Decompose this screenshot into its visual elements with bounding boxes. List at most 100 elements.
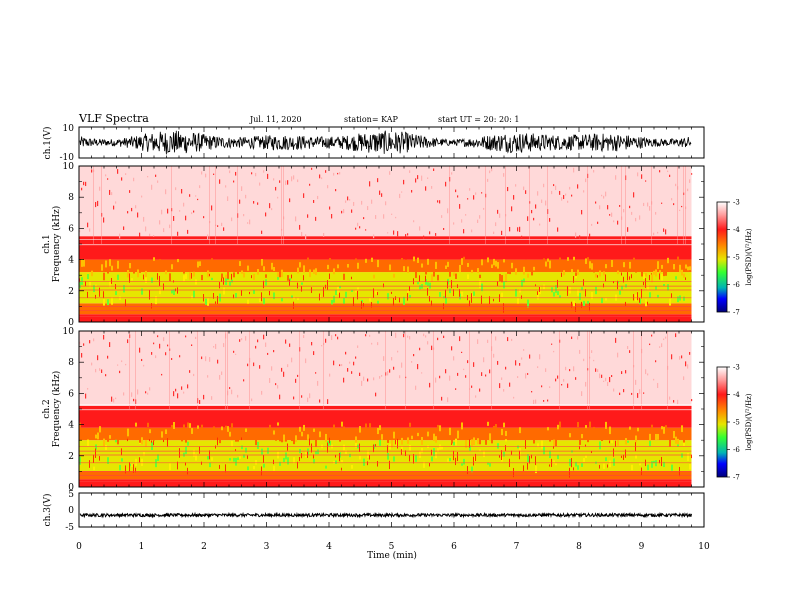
- spectrogram-fleck: [407, 293, 408, 301]
- spectrogram-speckle: [129, 190, 131, 193]
- spectrogram-speckle: [537, 191, 539, 196]
- spectrogram-patch: [555, 462, 557, 466]
- spectrogram-edge: [453, 434, 455, 440]
- spectrogram-edge: [269, 424, 271, 430]
- spectrogram-edge: [471, 439, 473, 447]
- spectrogram-fleck: [469, 300, 470, 307]
- spectrogram-edge: [99, 426, 101, 433]
- spectrogram-edge: [265, 274, 267, 278]
- spectrogram-speckle: [625, 370, 627, 374]
- spectrogram-speckle: [645, 369, 647, 375]
- spectrogram-patch: [591, 292, 593, 300]
- spectrogram-fleck: [303, 275, 304, 281]
- spectrogram-speckle: [125, 173, 127, 175]
- spectrogram-edge: [421, 263, 423, 268]
- spectrogram-speckle: [271, 366, 273, 371]
- spectrogram-patch: [611, 439, 613, 444]
- spectrogram-speckle: [101, 369, 103, 373]
- spectrogram-patch: [335, 460, 337, 464]
- spectrogram-speckle: [637, 172, 639, 177]
- spectrogram-speckle: [627, 227, 629, 232]
- spectrogram-speckle: [385, 201, 387, 206]
- time-tick-label: 9: [639, 542, 645, 552]
- spectrogram-edge: [433, 271, 435, 277]
- spectrogram-patch: [377, 300, 379, 304]
- spectrogram-edge: [417, 257, 419, 263]
- spectrogram-edge: [581, 434, 583, 439]
- spectrogram-speckle: [441, 215, 443, 218]
- spectrogram-fleck: [613, 281, 614, 284]
- spectrogram-speckle: [673, 203, 675, 206]
- spectrogram-patch: [671, 464, 673, 471]
- spectrogram-streak: [559, 331, 560, 409]
- spectrogram-fleck: [395, 438, 396, 445]
- spectrogram-patch: [503, 451, 505, 457]
- ch1-ylabel: ch.1(V): [42, 127, 53, 160]
- spectrogram-fleck: [357, 290, 358, 300]
- spectrogram-speckle: [145, 391, 147, 394]
- spectrogram-speckle: [357, 345, 359, 348]
- colorbar-tick-label: -3: [733, 199, 740, 207]
- spectrogram-patch: [355, 290, 357, 293]
- spectrogram-patch: [247, 299, 249, 304]
- spectrogram-edge: [197, 261, 199, 268]
- spectrogram-speckle: [509, 226, 511, 232]
- spectrogram-patch: [453, 441, 455, 446]
- spectrogram-speckle: [295, 378, 297, 383]
- spectrogram-speckle: [597, 221, 599, 224]
- ch1-xtick-marks: [78, 127, 705, 158]
- spectrogram-speckle: [579, 349, 581, 354]
- spectrogram-speckle: [361, 200, 363, 205]
- spectrogram-speckle: [499, 213, 501, 218]
- spectrogram-edge: [665, 425, 667, 434]
- spectrogram-speckle: [389, 369, 391, 373]
- spectrogram-speckle: [219, 179, 221, 184]
- spectrogram-patch: [687, 453, 689, 461]
- spectrogram-fleck: [429, 296, 430, 302]
- spectrogram-speckle: [113, 398, 115, 403]
- spectrogram-streak: [589, 331, 590, 409]
- spectrogram-edge: [409, 422, 411, 427]
- spectrogram-edge: [685, 264, 687, 269]
- spectrogram-speckle: [601, 194, 603, 197]
- spectrogram-fleck: [599, 464, 600, 469]
- spectrogram-speckle: [525, 373, 527, 379]
- spectrogram-fleck: [339, 453, 340, 462]
- spectrogram-edge: [191, 428, 193, 434]
- spectrogram-patch: [449, 457, 451, 462]
- spectrogram-patch: [523, 278, 525, 283]
- spectrogram-edge: [407, 437, 409, 444]
- spectrogram-edge: [365, 258, 367, 263]
- spectrogram-speckle: [177, 393, 179, 399]
- spectrogram-speckle: [565, 193, 567, 196]
- spectrogram-speckle: [331, 335, 333, 341]
- spectrogram-streak: [683, 166, 684, 244]
- spectrogram-speckle: [287, 364, 289, 368]
- spectrogram-fleck: [99, 456, 100, 461]
- spectrogram-edge: [497, 262, 499, 269]
- spectrogram-edge: [395, 266, 397, 271]
- spectrogram-patch: [345, 450, 347, 454]
- spectrogram-fleck: [291, 274, 292, 279]
- station-label: station= KAP: [344, 115, 399, 124]
- spectrogram-edge: [523, 266, 525, 275]
- spectrogram-edge: [659, 270, 661, 274]
- spectrogram-speckle: [477, 219, 479, 223]
- spectrogram-speckle: [303, 335, 305, 338]
- spectrogram-edge: [447, 261, 449, 267]
- spectrogram-speckle: [401, 362, 403, 368]
- spectrogram-speckle: [241, 186, 243, 191]
- spectrogram-fleck: [597, 275, 598, 278]
- spectrogram-edge: [517, 431, 519, 440]
- spectrogram-speckle: [609, 214, 611, 216]
- spectrogram-fleck: [191, 272, 192, 279]
- spectrogram-edge: [603, 271, 605, 276]
- spectrogram-speckle: [193, 373, 195, 377]
- frequency-tick-label: 8: [68, 193, 74, 203]
- spectrogram-patch: [233, 457, 235, 462]
- spectrogram-edge: [237, 270, 239, 275]
- spectrogram-speckle: [589, 233, 591, 237]
- spectrogram-speckle: [437, 337, 439, 341]
- spectrogram-patch: [379, 439, 381, 446]
- spectrogram-speckle: [675, 183, 677, 187]
